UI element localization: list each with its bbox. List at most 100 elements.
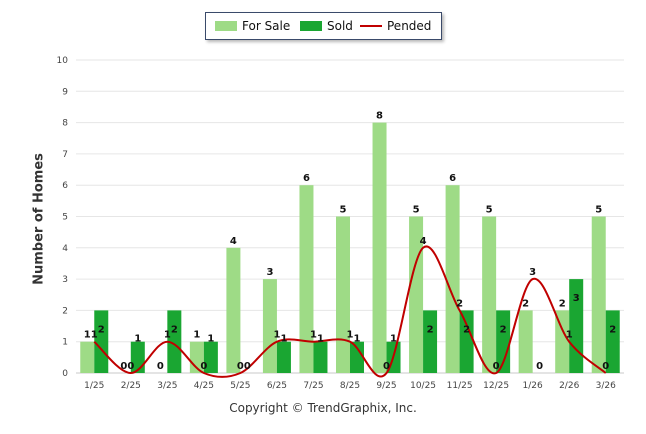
y-tick-label: 3 — [62, 275, 68, 285]
x-tick-label: 3/26 — [596, 381, 616, 391]
x-tick-label: 2/25 — [121, 381, 141, 391]
data-label-pended: 1 — [273, 330, 280, 341]
data-label-pended: 0 — [383, 361, 390, 372]
data-label-sold: 3 — [573, 293, 580, 304]
bar-sold — [496, 310, 511, 373]
data-label-for-sale: 3 — [266, 267, 273, 278]
data-label-pended: 1 — [164, 330, 171, 341]
data-label-for-sale: 2 — [559, 298, 566, 309]
bar-sold — [276, 341, 291, 373]
data-label-sold: 2 — [171, 324, 178, 335]
data-label-sold: 1 — [134, 334, 141, 345]
data-label-pended: 0 — [237, 361, 244, 372]
data-label-pended: 1 — [91, 330, 98, 341]
bar-sold — [313, 341, 328, 373]
data-label-for-sale: 0 — [157, 361, 164, 372]
data-label-pended: 1 — [310, 330, 317, 341]
data-label-for-sale: 1 — [193, 330, 200, 341]
data-label-pended: 0 — [200, 361, 207, 372]
x-tick-label: 9/25 — [376, 381, 396, 391]
legend-label-sold: Sold — [327, 19, 353, 33]
data-label-for-sale: 4 — [230, 236, 237, 247]
x-tick-label: 12/25 — [483, 381, 509, 391]
x-tick-label: 5/25 — [230, 381, 250, 391]
data-label-for-sale: 2 — [522, 298, 529, 309]
x-tick-label: 4/25 — [194, 381, 214, 391]
data-label-pended: 1 — [347, 330, 354, 341]
pended-line — [93, 245, 607, 378]
bar-sold — [167, 310, 182, 373]
data-label-sold: 1 — [317, 334, 324, 345]
data-label-pended: 4 — [420, 236, 427, 247]
data-label-pended: 0 — [493, 361, 500, 372]
bar-for-sale — [409, 216, 424, 373]
x-tick-label: 3/25 — [157, 381, 177, 391]
sold-swatch — [300, 21, 322, 31]
data-label-pended: 2 — [456, 298, 463, 309]
x-tick-label: 10/25 — [410, 381, 436, 391]
legend-label-for-sale: For Sale — [242, 19, 291, 33]
x-tick-label: 7/25 — [303, 381, 323, 391]
data-label-pended: 0 — [602, 361, 609, 372]
legend: For Sale Sold Pended — [205, 12, 442, 40]
x-tick-label: 2/26 — [559, 381, 579, 391]
bar-for-sale — [591, 216, 606, 373]
bar-for-sale — [262, 279, 277, 373]
bar-for-sale — [372, 122, 387, 373]
y-tick-label: 2 — [62, 306, 68, 316]
data-label-sold: 2 — [427, 324, 434, 335]
bar-for-sale — [445, 185, 460, 373]
y-tick-label: 4 — [62, 244, 68, 254]
data-label-sold: 1 — [354, 334, 361, 345]
data-label-sold: 0 — [244, 361, 251, 372]
bar-sold — [569, 279, 584, 373]
bar-sold — [350, 341, 364, 373]
x-tick-label: 6/25 — [267, 381, 287, 391]
data-label-for-sale: 5 — [486, 205, 493, 216]
data-label-sold: 1 — [207, 334, 214, 345]
bar-for-sale — [555, 310, 570, 373]
y-tick-label: 1 — [62, 338, 68, 348]
legend-label-pended: Pended — [387, 19, 432, 33]
for-sale-swatch — [215, 21, 237, 31]
bar-sold — [203, 341, 218, 373]
y-tick-label: 5 — [62, 213, 68, 223]
data-label-for-sale: 6 — [303, 173, 310, 184]
bar-for-sale — [80, 341, 95, 373]
copyright-text: Copyright © TrendGraphix, Inc. — [229, 401, 417, 415]
data-label-pended: 3 — [529, 267, 536, 278]
data-label-sold: 0 — [536, 361, 543, 372]
data-label-pended: 1 — [566, 330, 573, 341]
y-tick-label: 7 — [62, 150, 68, 160]
bar-sold — [94, 310, 109, 373]
data-label-sold: 1 — [390, 334, 397, 345]
data-label-pended: 0 — [127, 361, 134, 372]
bar-for-sale — [226, 247, 241, 373]
data-label-sold: 2 — [500, 324, 507, 335]
bar-for-sale — [518, 310, 533, 373]
data-label-sold: 1 — [280, 334, 287, 345]
bar-sold — [423, 310, 438, 373]
x-tick-label: 1/26 — [523, 381, 543, 391]
data-label-for-sale: 5 — [595, 205, 602, 216]
y-tick-label: 6 — [62, 181, 68, 191]
bar-for-sale — [482, 216, 497, 373]
data-label-for-sale: 0 — [120, 361, 127, 372]
x-tick-label: 11/25 — [447, 381, 473, 391]
y-tick-label: 9 — [62, 87, 68, 97]
y-axis-title: Number of Homes — [31, 153, 47, 285]
y-tick-label: 10 — [57, 56, 69, 66]
data-label-for-sale: 5 — [413, 205, 420, 216]
pended-line-swatch — [360, 25, 382, 27]
data-label-for-sale: 5 — [340, 205, 347, 216]
bar-sold — [130, 341, 145, 373]
x-tick-label: 8/25 — [340, 381, 360, 391]
bar-sold — [459, 310, 474, 373]
bar-sold — [605, 310, 620, 373]
data-label-sold: 2 — [609, 324, 616, 335]
data-label-sold: 2 — [463, 324, 470, 335]
y-tick-label: 8 — [62, 119, 68, 129]
data-label-for-sale: 6 — [449, 173, 456, 184]
